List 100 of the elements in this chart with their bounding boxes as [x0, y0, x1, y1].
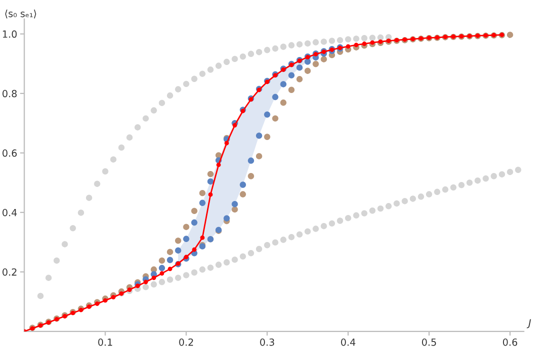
- point: [296, 41, 303, 48]
- point: [256, 246, 262, 252]
- point: [490, 173, 497, 180]
- point: [110, 156, 116, 163]
- point: [328, 38, 336, 44]
- point: [264, 242, 270, 248]
- point: [458, 182, 465, 188]
- point: [183, 272, 190, 278]
- point: [144, 280, 148, 284]
- point: [450, 184, 456, 191]
- point: [86, 194, 92, 201]
- point: [168, 266, 172, 272]
- point: [248, 50, 254, 57]
- point: [175, 247, 182, 254]
- point: [175, 238, 182, 244]
- point: [426, 191, 432, 198]
- point: [54, 257, 60, 264]
- point: [62, 241, 68, 248]
- point: [232, 256, 238, 263]
- point: [482, 175, 489, 182]
- point: [272, 94, 278, 100]
- y-tick-label: 0.2: [2, 268, 16, 276]
- point: [142, 115, 149, 122]
- point: [369, 208, 376, 214]
- point: [166, 92, 174, 99]
- x-tick-label: 0.1: [98, 338, 112, 346]
- point: [142, 284, 149, 290]
- point: [70, 225, 76, 232]
- point: [248, 250, 254, 256]
- point: [369, 34, 376, 41]
- point: [191, 76, 198, 82]
- point: [304, 68, 311, 74]
- point: [158, 264, 166, 272]
- point: [320, 38, 327, 45]
- point: [126, 134, 133, 141]
- point: [377, 205, 384, 212]
- x-axis-title: J: [526, 319, 531, 328]
- point: [296, 76, 303, 82]
- point: [320, 222, 327, 230]
- point: [240, 253, 246, 260]
- point: [150, 281, 157, 288]
- point: [264, 46, 270, 54]
- point: [184, 254, 188, 260]
- point: [256, 132, 262, 139]
- x-tick-label: 0.4: [341, 338, 356, 346]
- point: [345, 214, 352, 222]
- x-tick-label: 0.2: [179, 338, 193, 346]
- point: [175, 274, 182, 281]
- point: [474, 177, 481, 184]
- point: [199, 200, 206, 206]
- point: [394, 200, 400, 207]
- point: [264, 134, 270, 140]
- point: [152, 276, 156, 280]
- point: [328, 220, 336, 227]
- point: [135, 284, 140, 288]
- point: [158, 278, 166, 286]
- point: [191, 219, 198, 226]
- point: [288, 72, 295, 78]
- point: [199, 70, 206, 77]
- point: [272, 115, 278, 122]
- point: [361, 35, 368, 42]
- point: [264, 111, 270, 118]
- point: [240, 191, 246, 198]
- point: [272, 45, 278, 52]
- point: [312, 60, 319, 68]
- point: [296, 64, 303, 71]
- point: [256, 48, 262, 56]
- point: [280, 44, 286, 50]
- point: [288, 234, 295, 240]
- point: [370, 40, 375, 45]
- point: [288, 86, 295, 93]
- point: [208, 192, 213, 197]
- point: [232, 123, 238, 128]
- point: [103, 298, 108, 303]
- point: [175, 86, 182, 92]
- point: [191, 208, 198, 214]
- point: [94, 302, 100, 306]
- point: [353, 212, 360, 218]
- point: [402, 198, 408, 204]
- point: [183, 80, 190, 88]
- x-tick-label: 0.5: [422, 338, 436, 346]
- point: [192, 247, 197, 252]
- point: [166, 256, 174, 264]
- point: [248, 173, 254, 180]
- point: [199, 266, 206, 273]
- point: [224, 259, 230, 266]
- point: [377, 34, 384, 41]
- point: [224, 215, 230, 222]
- point: [442, 186, 448, 193]
- point: [288, 42, 295, 48]
- point: [232, 56, 238, 62]
- point: [215, 262, 222, 268]
- point: [207, 178, 214, 185]
- point: [150, 107, 157, 114]
- point: [216, 162, 221, 168]
- point: [280, 81, 286, 88]
- point: [232, 200, 238, 208]
- point: [336, 37, 344, 44]
- point: [353, 36, 360, 42]
- point: [312, 226, 319, 232]
